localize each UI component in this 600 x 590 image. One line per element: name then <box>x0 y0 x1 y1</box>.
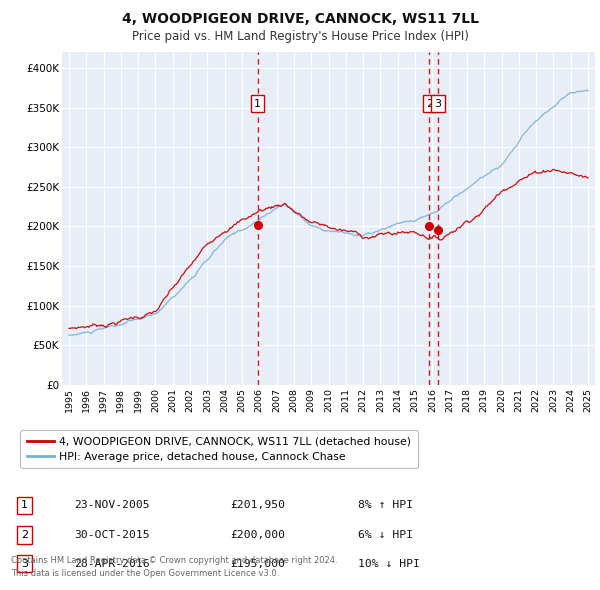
Text: 4, WOODPIGEON DRIVE, CANNOCK, WS11 7LL: 4, WOODPIGEON DRIVE, CANNOCK, WS11 7LL <box>121 12 479 26</box>
Text: 23-NOV-2005: 23-NOV-2005 <box>74 500 149 510</box>
Text: 2: 2 <box>21 530 28 540</box>
Text: £201,950: £201,950 <box>230 500 286 510</box>
Text: 10% ↓ HPI: 10% ↓ HPI <box>358 559 420 569</box>
Text: 3: 3 <box>434 99 442 109</box>
Text: 1: 1 <box>21 500 28 510</box>
Legend: 4, WOODPIGEON DRIVE, CANNOCK, WS11 7LL (detached house), HPI: Average price, det: 4, WOODPIGEON DRIVE, CANNOCK, WS11 7LL (… <box>20 431 418 468</box>
Text: 30-OCT-2015: 30-OCT-2015 <box>74 530 149 540</box>
Text: Contains HM Land Registry data © Crown copyright and database right 2024.: Contains HM Land Registry data © Crown c… <box>11 556 337 565</box>
Text: 28-APR-2016: 28-APR-2016 <box>74 559 149 569</box>
Text: 3: 3 <box>21 559 28 569</box>
Text: 6% ↓ HPI: 6% ↓ HPI <box>358 530 413 540</box>
Text: £200,000: £200,000 <box>230 530 286 540</box>
Text: £195,000: £195,000 <box>230 559 286 569</box>
Text: Price paid vs. HM Land Registry's House Price Index (HPI): Price paid vs. HM Land Registry's House … <box>131 30 469 43</box>
Text: 1: 1 <box>254 99 261 109</box>
Text: 2: 2 <box>426 99 433 109</box>
Text: 8% ↑ HPI: 8% ↑ HPI <box>358 500 413 510</box>
Text: This data is licensed under the Open Government Licence v3.0.: This data is licensed under the Open Gov… <box>11 569 279 578</box>
